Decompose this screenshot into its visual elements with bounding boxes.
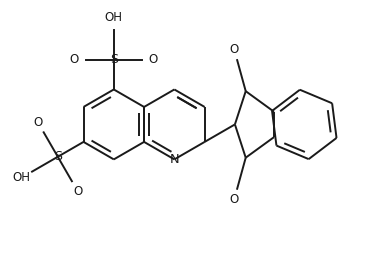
Text: O: O [149, 53, 158, 66]
Text: O: O [73, 184, 82, 198]
Text: N: N [170, 153, 179, 166]
Text: S: S [54, 150, 62, 163]
Text: OH: OH [12, 171, 30, 184]
Text: OH: OH [105, 11, 123, 24]
Text: O: O [229, 193, 239, 206]
Text: O: O [33, 116, 43, 129]
Text: O: O [229, 43, 239, 56]
Text: S: S [110, 53, 118, 66]
Text: O: O [70, 53, 79, 66]
